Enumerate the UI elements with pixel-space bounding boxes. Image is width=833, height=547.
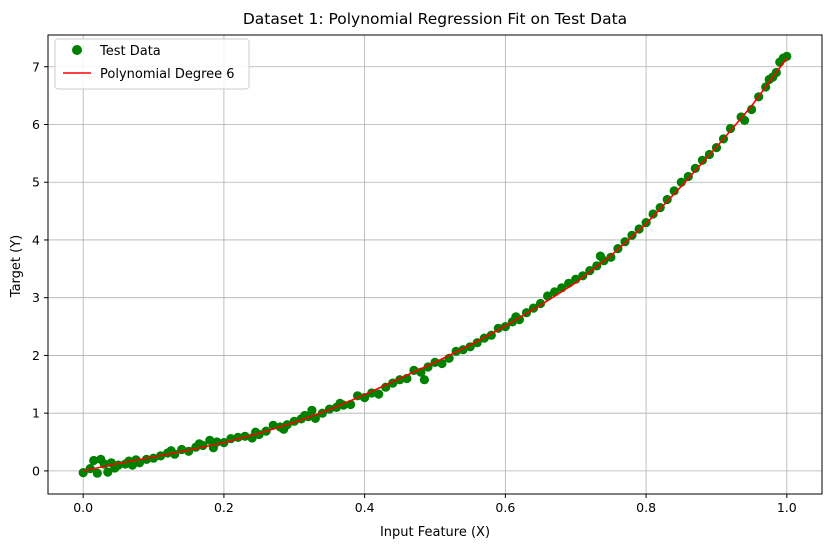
x-tick-label: 0.6 (495, 500, 515, 515)
y-tick-label: 0 (32, 463, 40, 478)
data-point (374, 389, 384, 399)
data-point (381, 382, 391, 392)
data-point (740, 115, 750, 125)
legend: Test Data Polynomial Degree 6 (54, 38, 250, 90)
x-tick-label: 0.4 (355, 500, 375, 515)
data-point (690, 163, 700, 173)
axis-ticks: 0.0 0.2 0.4 0.6 0.8 1.0 0 1 2 3 4 5 6 7 (32, 59, 797, 515)
data-point (725, 123, 736, 134)
plot-frame (47, 34, 823, 495)
y-tick-label: 4 (32, 232, 40, 247)
data-point (92, 468, 102, 478)
grid (48, 35, 822, 494)
data-point (89, 455, 99, 466)
data-point (514, 315, 525, 325)
x-tick-label: 1.0 (777, 500, 797, 515)
y-tick-label: 6 (32, 117, 40, 132)
data-point (103, 467, 113, 477)
x-tick-label: 0.2 (214, 500, 234, 515)
plot-area (78, 51, 792, 478)
data-point (437, 358, 447, 369)
data-point (662, 194, 672, 205)
data-point (606, 252, 616, 262)
legend-label-polynomial: Polynomial Degree 6 (100, 67, 235, 82)
data-point (697, 155, 708, 165)
legend-marker-test-data (72, 45, 82, 55)
y-tick-label: 1 (32, 406, 40, 421)
y-tick-label: 5 (32, 175, 40, 190)
x-tick-label: 0.0 (73, 500, 93, 515)
legend-label-test-data: Test Data (99, 44, 161, 59)
data-point (782, 51, 792, 62)
legend-box (54, 38, 250, 90)
data-point (669, 186, 679, 196)
data-point (648, 209, 658, 219)
data-point (307, 405, 317, 415)
chart-title: Dataset 1: Polynomial Regression Fit on … (243, 10, 627, 28)
y-tick-label: 7 (32, 59, 40, 74)
x-axis-label: Input Feature (X) (380, 525, 490, 540)
y-tick-label: 3 (32, 290, 40, 305)
y-tick-label: 2 (32, 348, 40, 363)
data-point (205, 435, 215, 445)
data-point (419, 375, 429, 385)
data-point (683, 171, 693, 182)
data-point (747, 104, 757, 115)
x-tick-label: 0.8 (636, 500, 656, 515)
y-axis-label: Target (Y) (9, 235, 24, 298)
fit-line (83, 57, 788, 472)
